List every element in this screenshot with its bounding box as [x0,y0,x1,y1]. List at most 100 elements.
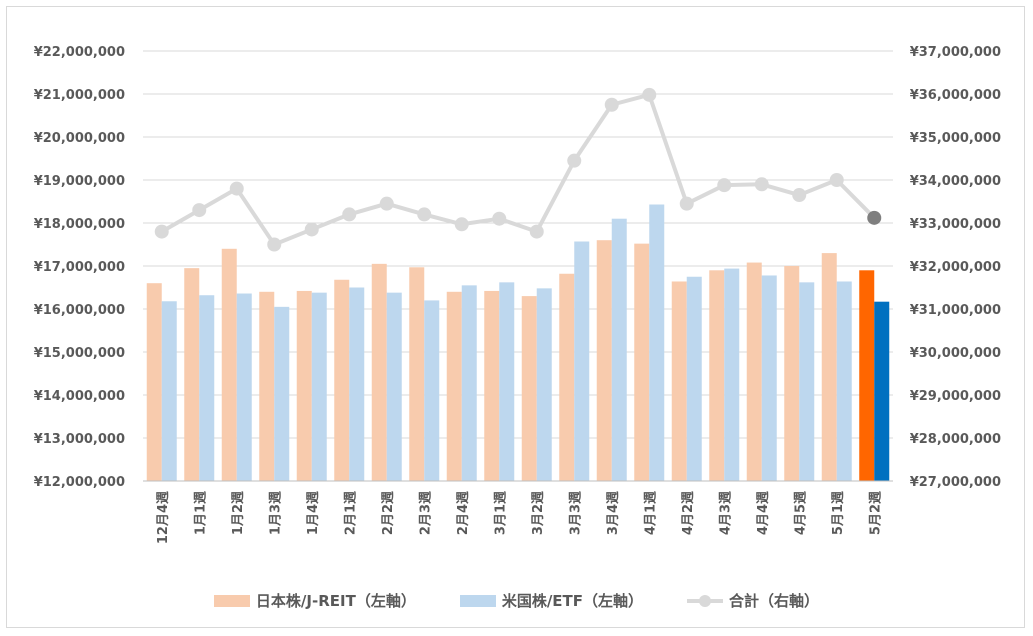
right-tick-label: ¥37,000,000 [910,45,1001,60]
bar [724,268,740,481]
x-tick-label: 12月4週 [156,491,171,544]
bar [649,204,665,481]
line-point [379,196,394,211]
x-axis-ticks: 12月4週 1月1週 1月2週 1月3週 1月4週 2月1週 2月2週 2月3週 2月4週 3月1… [156,491,884,544]
line-point [342,207,357,222]
bar [821,253,837,481]
bar [499,282,515,481]
bar [536,288,552,481]
bar [334,279,350,481]
x-tick-label: 5月2週 [868,491,883,535]
x-tick-label: 5月1週 [831,491,846,535]
x-tick-label: 3月4週 [606,491,621,535]
gridlines [143,50,893,482]
x-tick-label: 4月4週 [756,491,771,535]
bar [611,218,627,481]
legend-item-japan: 日本株/J-REIT（左軸） [213,590,416,611]
line-point [154,224,169,239]
bar [386,292,402,481]
bar [221,248,237,481]
x-tick-label: 4月3週 [718,491,733,535]
line-point [679,196,694,211]
bar [296,290,312,481]
bar [574,241,590,481]
right-tick-label: ¥35,000,000 [910,131,1001,146]
x-tick-label: 2月3週 [418,491,433,535]
left-tick-label: ¥22,000,000 [34,45,125,60]
legend-swatch-us [459,594,496,607]
left-tick-label: ¥18,000,000 [34,217,125,232]
line-point [642,87,657,102]
bar [874,301,890,481]
bar [761,275,777,481]
line-point [792,188,807,203]
bar [146,283,162,481]
right-tick-label: ¥28,000,000 [910,432,1001,447]
x-tick-label: 3月2週 [531,491,546,535]
line-point [567,153,582,168]
line-point [304,222,319,237]
left-tick-label: ¥20,000,000 [34,131,125,146]
bar [184,268,200,481]
bar [446,291,462,481]
line-point [717,178,732,193]
right-tick-label: ¥33,000,000 [910,217,1001,232]
x-tick-label: 1月3週 [268,491,283,535]
x-tick-label: 3月1週 [493,491,508,535]
left-tick-label: ¥19,000,000 [34,174,125,189]
x-tick-label: 2月1週 [343,491,358,535]
line-point [229,181,244,196]
x-tick-label: 1月4週 [306,491,321,535]
right-tick-label: ¥32,000,000 [910,260,1001,275]
right-tick-label: ¥36,000,000 [910,88,1001,103]
bar [484,290,500,481]
left-axis-ticks: ¥12,000,000 ¥13,000,000 ¥14,000,000 ¥15,000… [34,45,125,490]
bar [596,240,612,481]
x-tick-label: 4月1週 [643,491,658,535]
right-tick-label: ¥31,000,000 [910,303,1001,318]
legend-label-us: 米国株/ETF（左軸） [501,592,644,610]
line-point [829,173,844,187]
left-tick-label: ¥14,000,000 [34,389,125,404]
left-tick-label: ¥12,000,000 [34,475,125,490]
legend-swatch-total [687,594,724,607]
bar [259,291,275,481]
bar [559,273,575,481]
bar [349,287,365,481]
x-tick-label: 1月2週 [231,491,246,535]
bar [686,276,702,481]
line-point [604,97,619,112]
line-point [867,210,882,225]
bar [371,263,387,481]
left-tick-label: ¥21,000,000 [34,88,125,103]
line-point [192,203,207,218]
bar-series [146,204,890,481]
x-tick-label: 2月4週 [456,491,471,535]
line-point [267,237,282,252]
bar [671,281,687,481]
line-point [492,211,507,226]
bar [836,281,852,481]
left-tick-label: ¥16,000,000 [34,303,125,318]
right-axis-ticks: ¥27,000,000 ¥28,000,000 ¥29,000,000 ¥30,000… [910,45,1001,490]
line-series [154,87,882,252]
bar [461,285,477,481]
bar [784,266,800,481]
legend-swatch-japan [213,594,250,607]
legend: 日本株/J-REIT（左軸） 米国株/ETF（左軸） 合計（右軸） [0,590,1033,611]
legend-item-us: 米国株/ETF（左軸） [459,590,644,611]
bar [634,243,650,481]
bar [521,296,537,481]
bar [199,295,215,481]
line-point [417,207,432,222]
x-tick-label: 2月2週 [381,491,396,535]
bar [274,306,290,481]
line-point [454,217,469,232]
bar [709,270,725,481]
bar [799,282,815,481]
x-tick-label: 4月5週 [793,491,808,535]
bar [409,267,425,481]
legend-label-japan: 日本株/J-REIT（左軸） [255,592,416,610]
bar [424,300,440,481]
